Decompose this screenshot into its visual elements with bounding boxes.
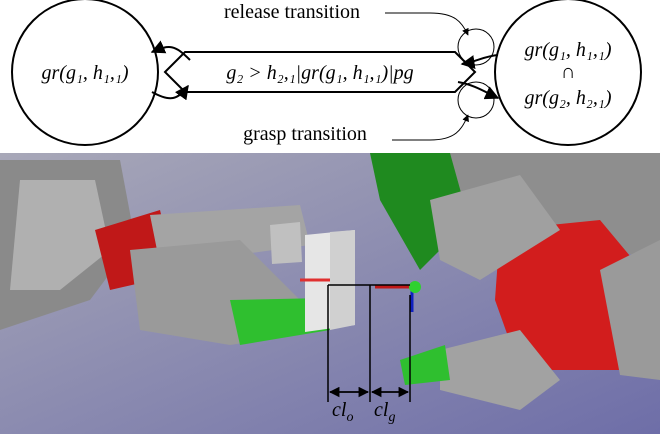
edge [151,84,189,101]
finger [270,222,302,264]
operator: ∩ [561,61,575,83]
clearance-label: clo [332,399,353,425]
transition-loop [457,28,495,66]
finger [430,175,560,280]
grasp-label: grasp transition [243,123,367,145]
clearance-sub: o [346,410,353,425]
scene: clo clg [0,153,660,434]
state-diagram: release transition grasp transition gr(g… [11,0,642,146]
node-label: g₂ > h₂,₁|gr(g₁, h₁,₁)|pg [226,62,413,84]
release-label: release transition [224,1,360,23]
pointer [392,114,469,141]
robot-wrist [495,220,650,370]
clearance-sub: g [388,410,395,425]
robot-arm [600,240,660,380]
state-node [494,0,642,146]
node-label: gr(g₁, h₁,₁) [525,39,612,61]
transition-loop [457,81,495,119]
finger [440,330,560,410]
robot-arm [10,180,110,290]
state-node [11,0,159,146]
pointer [385,12,469,36]
object [330,230,355,330]
edge [150,40,191,61]
frame-origin [409,281,421,293]
node-label: gr(g₁, h₁,₁) [42,62,129,84]
edge [460,54,499,69]
clearance-main: cl [374,399,389,421]
finger-pad [400,345,450,385]
node-label: gr(g₂, h₂,₁) [525,87,612,109]
clearance-label: clg [374,399,395,425]
clearance-main: cl [332,399,347,421]
edge [457,81,500,100]
